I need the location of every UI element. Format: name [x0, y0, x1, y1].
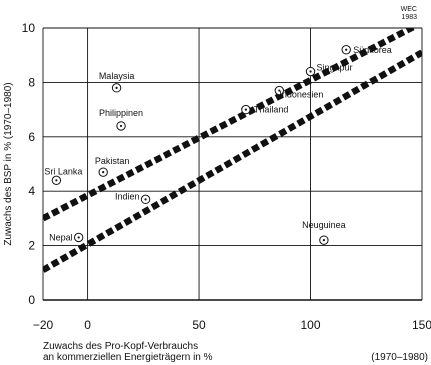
x-axis-period: (1970–1980)	[371, 352, 428, 363]
point-label-10: Neuguinea	[302, 220, 346, 230]
y-tick-label-2: 4	[28, 184, 35, 198]
source-mark-line-2: 1983	[401, 14, 417, 21]
data-point-3: Pakistan	[95, 156, 130, 177]
point-dot	[77, 236, 80, 239]
source-mark-line-1: WEC	[401, 6, 417, 13]
x-tick-label-3: 100	[301, 318, 321, 332]
point-dot	[322, 239, 326, 242]
data-point-10: Neuguinea	[302, 220, 346, 245]
data-point-1: Philippinen	[99, 108, 143, 131]
data-point-8: Singapur	[305, 63, 353, 77]
data-point-4: Indien	[115, 191, 151, 205]
grid-lines	[42, 27, 423, 301]
x-axis-label-line-1: Zuwachs des Pro-Kopf-Verbrauchs	[43, 341, 198, 352]
point-label-6: Thailand	[254, 105, 289, 115]
x-tick-label-1: 0	[84, 318, 91, 332]
trend-band	[43, 28, 422, 273]
data-points: Malaysia Philippinen Sri Lanka Pakistan Indi…	[44, 45, 392, 245]
point-dot	[144, 198, 147, 201]
point-dot	[55, 179, 58, 182]
point-label-2: Sri Lanka	[44, 166, 82, 176]
point-label-7: Indonesien	[279, 90, 323, 100]
y-tick-label-1: 2	[28, 239, 35, 253]
y-axis-label: Zuwachs des BSP in % (1970–1980)	[3, 82, 14, 245]
x-tick-label-4: 150	[412, 318, 431, 332]
data-point-7: Indonesien	[274, 85, 323, 100]
data-point-6: Thailand	[241, 105, 289, 115]
point-dot	[244, 108, 247, 111]
band-line-0	[43, 28, 419, 222]
x-axis-label-line-2: an kommerziellen Energieträgern in %	[43, 352, 213, 363]
point-label-1: Philippinen	[99, 108, 143, 118]
point-dot	[102, 171, 105, 174]
point-dot	[309, 70, 312, 73]
point-dot	[345, 48, 348, 51]
point-dot	[119, 124, 123, 128]
data-point-0: Malaysia	[99, 71, 135, 93]
x-tick-label-0: −20	[33, 318, 54, 332]
y-tick-label-0: 0	[28, 293, 35, 307]
y-tick-label-5: 10	[22, 21, 36, 35]
y-tick-label-3: 6	[28, 130, 35, 144]
x-tick-label-2: 50	[192, 318, 206, 332]
data-point-9: Südkorea	[341, 45, 392, 55]
point-dot	[278, 89, 281, 92]
point-dot	[115, 86, 118, 89]
axis-ticks: 0 2 4 6 8 10 −20 0 50 100 150	[22, 21, 431, 332]
point-label-4: Indien	[115, 191, 140, 201]
point-label-5: Nepal	[49, 232, 73, 242]
data-point-5: Nepal	[49, 232, 84, 242]
point-label-8: Singapur	[317, 63, 353, 73]
y-tick-label-4: 8	[28, 75, 35, 89]
point-label-0: Malaysia	[99, 71, 135, 81]
point-label-9: Südkorea	[353, 45, 392, 55]
data-point-2: Sri Lanka	[44, 166, 82, 186]
point-label-3: Pakistan	[95, 156, 130, 166]
